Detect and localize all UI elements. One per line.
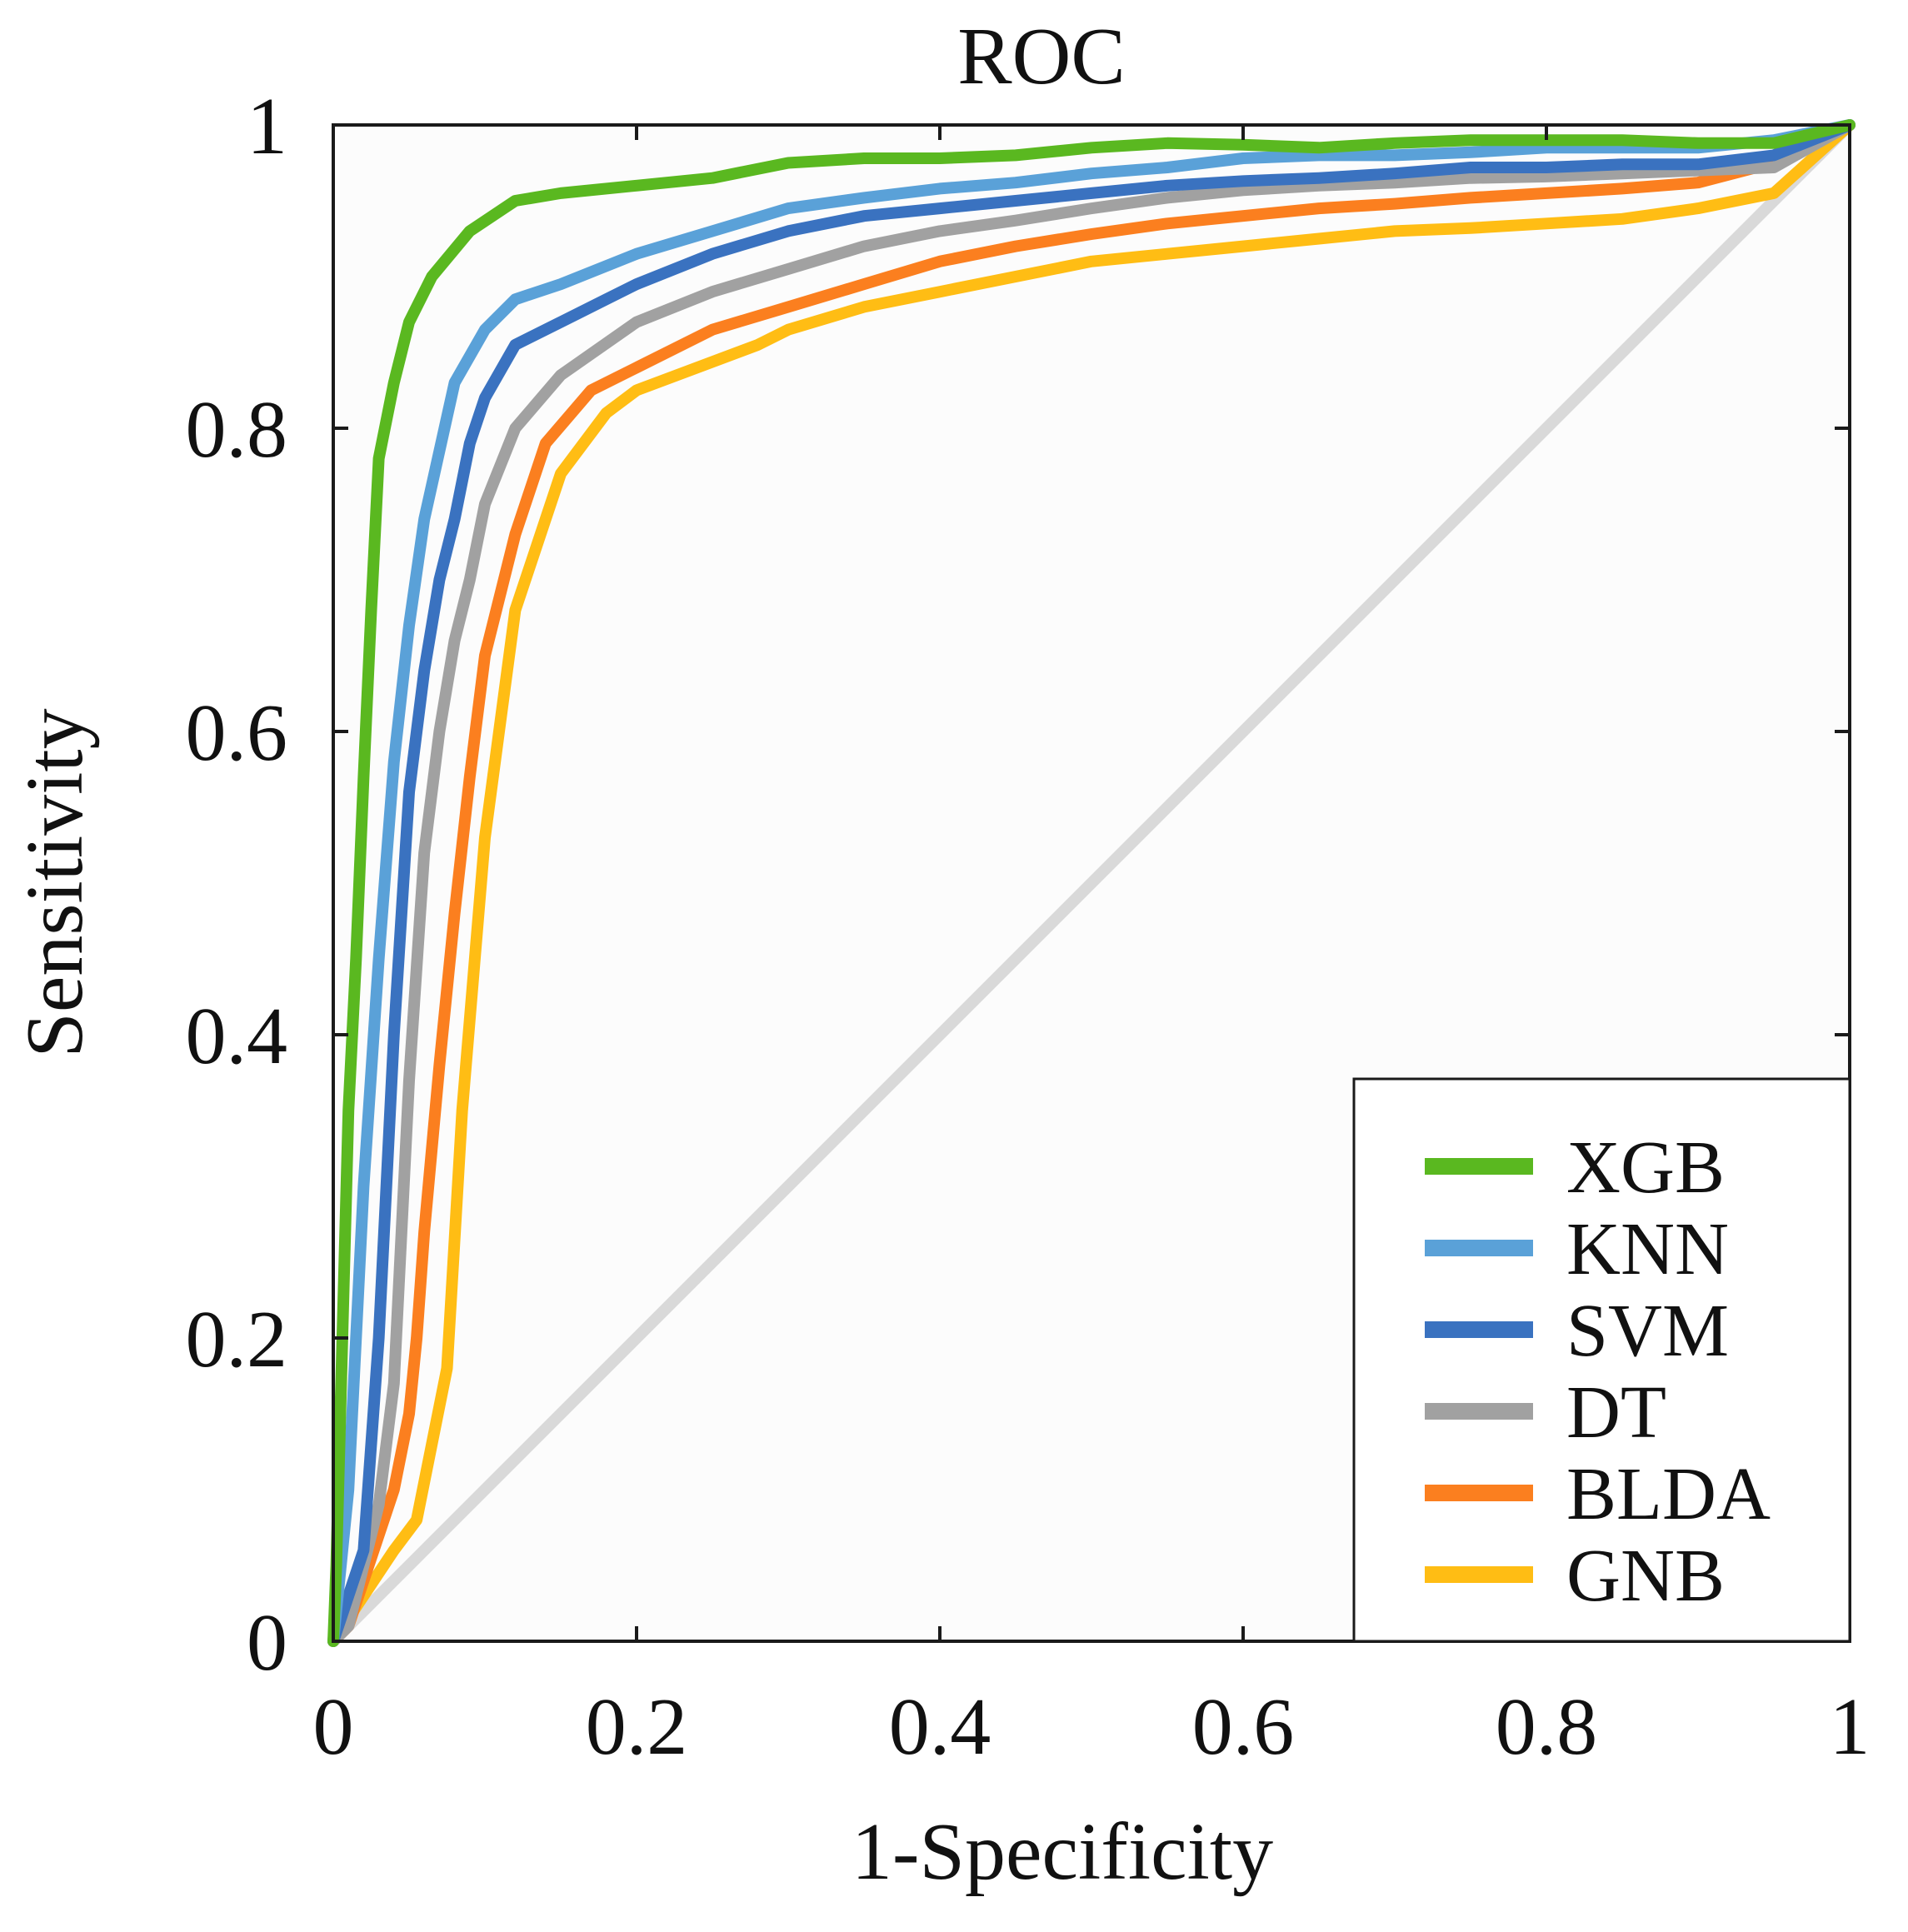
x-tick-label: 0.2 [586,1682,688,1772]
series-line-blda [327,119,1856,1647]
x-tick-label: 0.4 [889,1682,991,1772]
x-tick-label: 0.6 [1192,1682,1295,1772]
series-line-svm [327,119,1856,1647]
plot-frame [332,123,1851,1643]
x-tick-label: 0 [313,1682,354,1772]
x-tick-labels: 0 0.2 0.4 0.6 0.8 1 [313,1682,1871,1772]
legend-label-knn: KNN [1566,1208,1729,1290]
y-tick-label: 0 [247,1598,287,1688]
y-tick-label: 0.6 [186,688,288,778]
y-tick-label: 1 [247,82,287,172]
series-line-gnb [327,119,1856,1647]
series-line-knn [327,119,1856,1647]
legend-label-gnb: GNB [1566,1535,1725,1617]
legend-label-dt: DT [1566,1371,1666,1454]
series-line-dt [327,119,1856,1647]
reference-diagonal-line [329,121,1854,1645]
legend-label-blda: BLDA [1566,1453,1771,1535]
x-tick-label: 1 [1830,1682,1871,1772]
legend-label-xgb: XGB [1566,1126,1725,1209]
y-tick-label: 0.2 [186,1295,288,1385]
series-layer [327,119,1856,1647]
y-tick-label: 0.8 [186,385,288,475]
y-axis-title: Sensitivity [10,708,100,1057]
x-axis-title: 1-Specificity [852,1807,1273,1897]
chart-title: ROC [957,12,1126,102]
y-tick-label: 0.4 [186,991,288,1081]
legend-label-svm: SVM [1566,1290,1729,1372]
series-line-xgb [327,119,1856,1647]
reference-line-layer [329,121,1854,1645]
x-tick-label: 0.8 [1496,1682,1598,1772]
y-tick-labels: 0 0.2 0.4 0.6 0.8 1 [186,82,288,1688]
